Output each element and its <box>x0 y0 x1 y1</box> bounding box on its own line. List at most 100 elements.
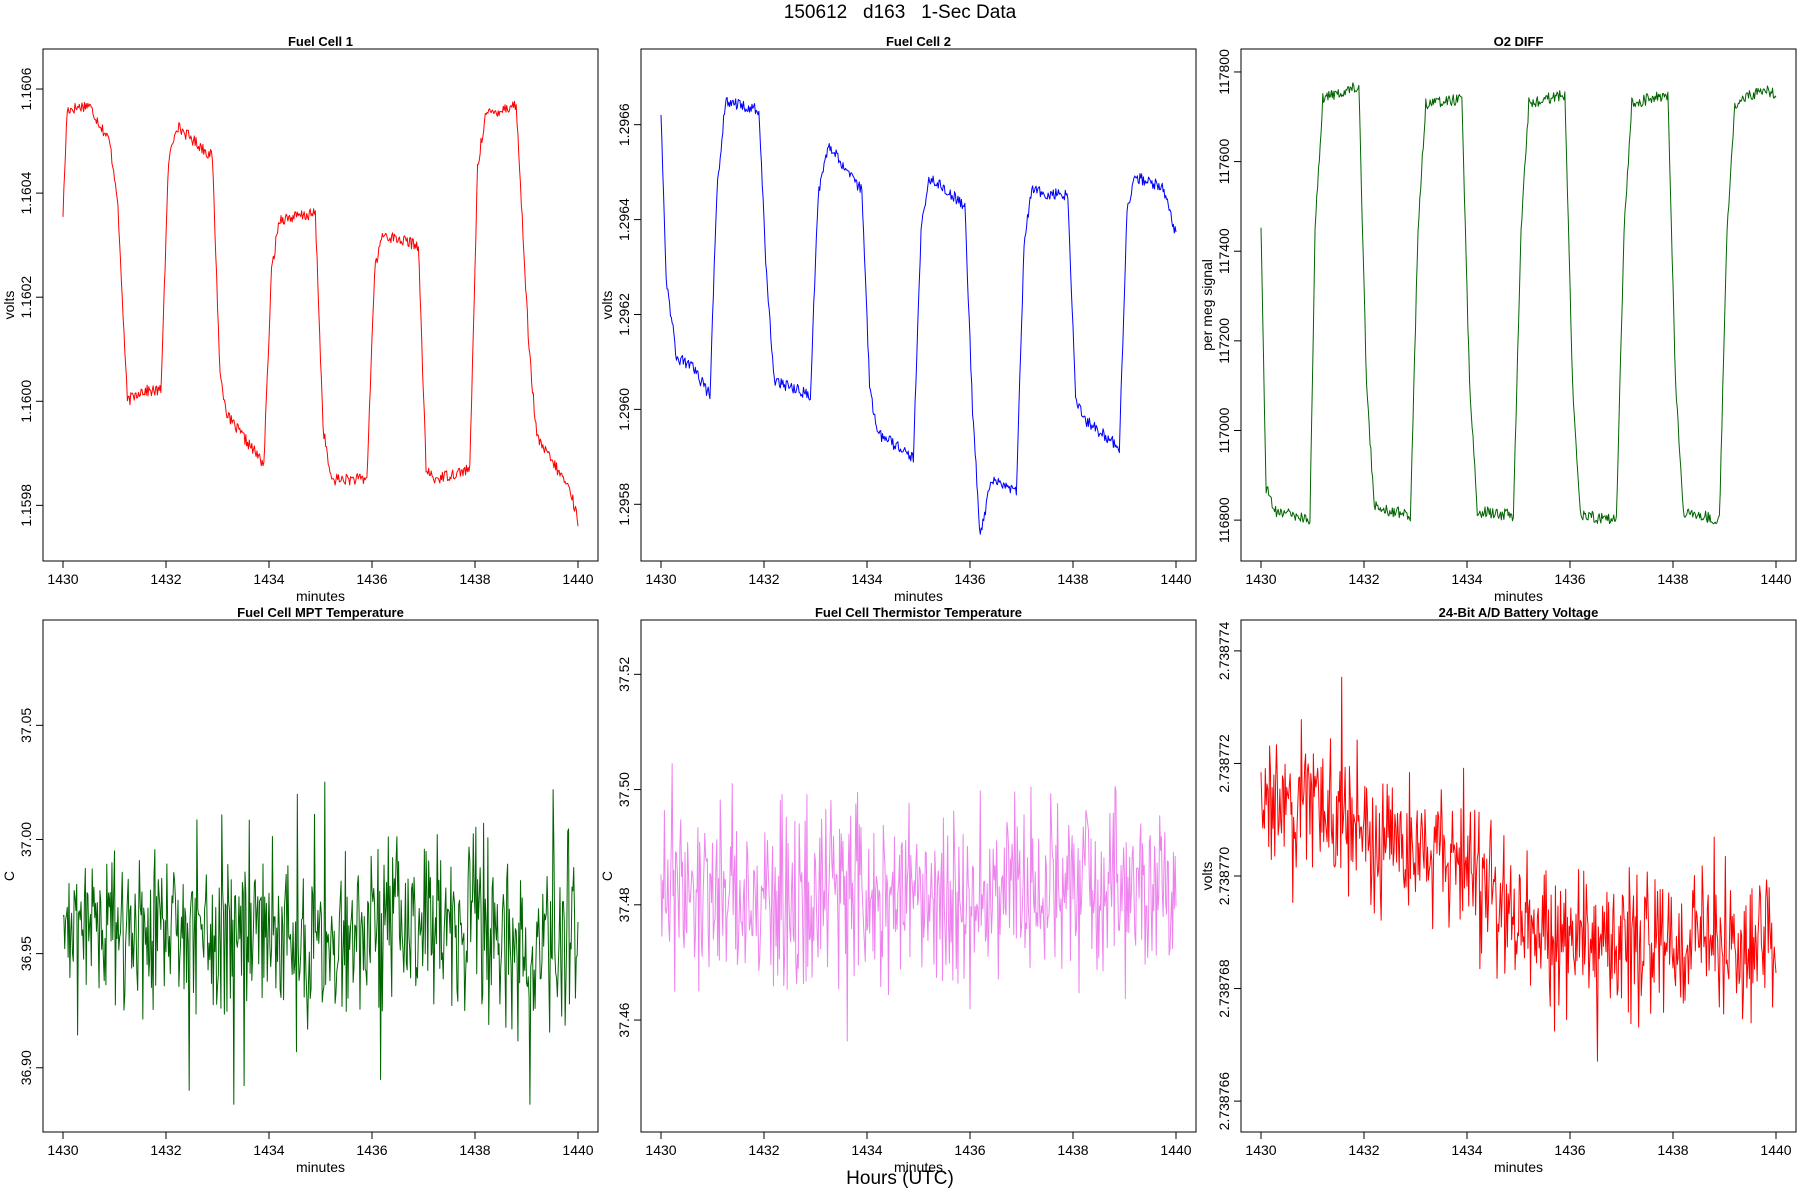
y-tick-label: 37.48 <box>616 887 632 922</box>
x-tick-label: 1432 <box>1348 571 1379 587</box>
y-axis-label: volts <box>1199 862 1215 891</box>
y-tick-label: 2.738766 <box>1216 1072 1232 1131</box>
y-tick-label: 37.00 <box>18 822 34 857</box>
plot-frame <box>42 48 599 562</box>
y-tick-label: 36.90 <box>18 1050 34 1085</box>
chart-title: 24-Bit A/D Battery Voltage <box>1439 605 1599 620</box>
x-tick-label: 1430 <box>1245 571 1276 587</box>
chart-panel-5: Fuel Cell Thermistor Temperature 1430 1432… <box>599 605 1197 1175</box>
x-tick-label: 1440 <box>562 1142 593 1158</box>
x-tick-label: 1440 <box>1760 571 1791 587</box>
x-tick-label: 1434 <box>253 571 284 587</box>
y-axis-label: volts <box>1 291 17 320</box>
series-line <box>1260 676 1777 1062</box>
x-tick-label: 1434 <box>851 1142 882 1158</box>
chart-title: O2 DIFF <box>1494 34 1544 49</box>
series-line <box>660 96 1177 535</box>
x-tick-label: 1430 <box>1245 1142 1276 1158</box>
chart-title: Fuel Cell MPT Temperature <box>237 605 404 620</box>
x-axis-label: minutes <box>296 588 345 604</box>
x-tick-label: 1432 <box>150 1142 181 1158</box>
y-tick-label: 1.1602 <box>18 276 34 319</box>
y-tick-label: 36.95 <box>18 936 34 971</box>
x-tick-label: 1440 <box>1160 1142 1191 1158</box>
y-tick-label: 1.2966 <box>616 103 632 146</box>
y-tick-label: 37.46 <box>616 1002 632 1037</box>
plot-frame <box>1240 48 1797 562</box>
x-tick-label: 1432 <box>748 1142 779 1158</box>
x-tick-label: 1436 <box>1554 571 1585 587</box>
y-tick-label: 1.1598 <box>18 484 34 527</box>
x-tick-label: 1434 <box>851 571 882 587</box>
x-tick-label: 1434 <box>1451 571 1482 587</box>
y-tick-label: 1.1606 <box>18 67 34 110</box>
x-tick-label: 1438 <box>1657 1142 1688 1158</box>
y-tick-label: 2.738772 <box>1216 734 1232 793</box>
y-tick-label: 117200 <box>1216 318 1232 364</box>
y-axis-label: per meg signal <box>1199 259 1215 351</box>
plot-frame <box>640 619 1197 1133</box>
chart-panel-6: 24-Bit A/D Battery Voltage 1430 1432 1434 14… <box>1199 605 1797 1175</box>
x-tick-label: 1438 <box>459 1142 490 1158</box>
chart-title: Fuel Cell Thermistor Temperature <box>815 605 1022 620</box>
y-axis-label: C <box>1 871 17 881</box>
x-tick-label: 1436 <box>954 571 985 587</box>
chart-title: Fuel Cell 2 <box>886 34 951 49</box>
series-line <box>660 763 1177 1042</box>
y-axis-label: C <box>599 871 615 881</box>
y-tick-label: 2.738774 <box>1216 621 1232 680</box>
x-axis-label: minutes <box>1494 1159 1543 1175</box>
x-tick-label: 1438 <box>1057 571 1088 587</box>
x-tick-label: 1438 <box>1057 1142 1088 1158</box>
figure-x-axis-label: Hours (UTC) <box>846 1168 954 1189</box>
page-title: 150612 d163 1-Sec Data <box>783 2 1017 23</box>
y-tick-label: 1.1604 <box>18 171 34 214</box>
y-tick-label: 1.2958 <box>616 483 632 526</box>
x-tick-label: 1430 <box>645 1142 676 1158</box>
y-tick-label: 37.50 <box>616 772 632 807</box>
x-tick-label: 1432 <box>748 571 779 587</box>
x-tick-label: 1436 <box>356 1142 387 1158</box>
plot-frame <box>1240 619 1797 1133</box>
y-tick-label: 37.52 <box>616 657 632 692</box>
x-tick-label: 1440 <box>1160 571 1191 587</box>
x-axis-label: minutes <box>894 1159 943 1175</box>
chart-panel-1: Fuel Cell 1 1430 1432 1434 1436 1438 1440 minut… <box>1 34 599 604</box>
y-tick-label: 117000 <box>1216 407 1232 453</box>
x-tick-label: 1440 <box>562 571 593 587</box>
chart-panel-4: Fuel Cell MPT Temperature 1430 1432 1434 143… <box>1 605 599 1175</box>
x-tick-label: 1430 <box>645 571 676 587</box>
y-tick-label: 2.738768 <box>1216 959 1232 1018</box>
chart-title: Fuel Cell 1 <box>288 34 353 49</box>
x-tick-label: 1438 <box>459 571 490 587</box>
x-axis-label: minutes <box>296 1159 345 1175</box>
x-tick-label: 1430 <box>47 571 78 587</box>
x-tick-label: 1436 <box>356 571 387 587</box>
y-tick-label: 37.05 <box>18 708 34 743</box>
y-tick-label: 117400 <box>1216 228 1232 274</box>
y-tick-label: 117800 <box>1216 49 1232 95</box>
x-tick-label: 1434 <box>1451 1142 1482 1158</box>
y-axis-label: volts <box>599 291 615 320</box>
chart-panel-3: O2 DIFF 1430 1432 1434 1436 1438 1440 minutes 11… <box>1199 34 1797 604</box>
y-tick-label: 2.738770 <box>1216 847 1232 906</box>
y-tick-label: 1.2962 <box>616 293 632 336</box>
x-axis-label: minutes <box>894 588 943 604</box>
chart-panel-2: Fuel Cell 2 1430 1432 1434 1436 1438 1440 minut… <box>599 34 1197 604</box>
y-tick-label: 1.2960 <box>616 388 632 431</box>
x-axis-label: minutes <box>1494 588 1543 604</box>
x-tick-label: 1434 <box>253 1142 284 1158</box>
x-tick-label: 1436 <box>954 1142 985 1158</box>
x-tick-label: 1432 <box>1348 1142 1379 1158</box>
series-line <box>62 781 579 1105</box>
x-tick-label: 1432 <box>150 571 181 587</box>
y-tick-label: 1.2964 <box>616 198 632 241</box>
x-tick-label: 1436 <box>1554 1142 1585 1158</box>
series-line <box>1260 82 1777 525</box>
x-tick-label: 1440 <box>1760 1142 1791 1158</box>
x-tick-label: 1430 <box>47 1142 78 1158</box>
y-tick-label: 1.1600 <box>18 380 34 423</box>
x-tick-label: 1438 <box>1657 571 1688 587</box>
plot-frame <box>42 619 599 1133</box>
